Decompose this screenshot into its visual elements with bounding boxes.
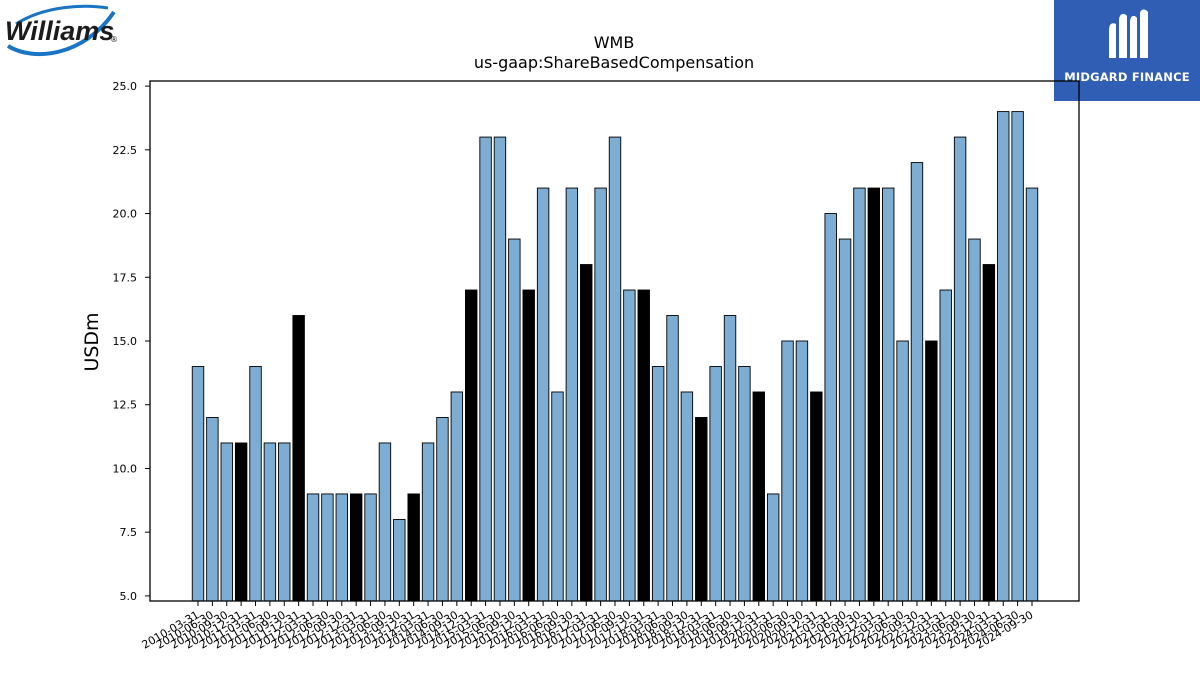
bar-2011-09-30 (278, 442, 291, 602)
bar-2016-09-30 (565, 187, 579, 602)
y-tick-label: 15.0 (113, 335, 138, 348)
bar-2024-09-30 (1025, 187, 1039, 602)
williams-swoosh-top (15, 4, 109, 26)
y-tick-label: 22.5 (113, 144, 138, 157)
bar-2015-12-31 (522, 289, 535, 602)
bar-2021-12-31 (867, 187, 881, 602)
bar-2018-12-31 (695, 417, 708, 602)
bar-2020-09-30 (795, 340, 809, 602)
bar-2010-03-31 (191, 366, 205, 602)
y-axis-label: USDm (81, 312, 103, 371)
bar-2012-03-31 (306, 493, 320, 602)
bar-2016-03-31 (536, 187, 550, 602)
bar-2024-03-31 (997, 111, 1010, 602)
bar-2020-12-31 (810, 391, 823, 602)
bar-2021-03-31 (824, 213, 837, 602)
bar-2012-09-30 (335, 493, 348, 602)
bar-2010-12-31 (234, 442, 248, 602)
williams-logo: Williams ® (4, 4, 120, 66)
bar-2012-12-31 (349, 493, 363, 602)
bar-2011-03-31 (249, 366, 262, 602)
bar-2021-09-30 (853, 187, 866, 602)
williams-wordmark: Williams (5, 16, 114, 46)
bar-2014-09-30 (450, 391, 464, 602)
bar-2019-03-31 (709, 366, 722, 602)
y-tick-label: 25.0 (113, 80, 138, 93)
midgard-finance-logo: MIDGARD FINANCE (1054, 0, 1200, 101)
midgard-finance-wordmark: MIDGARD FINANCE (1064, 70, 1190, 84)
x-axis-ticks: 2010-03-312010-06-302010-09-302010-12-31… (140, 601, 1036, 652)
bar-2021-06-30 (838, 238, 852, 602)
bar-2022-03-31 (882, 187, 895, 602)
chart-subtitle: us-gaap:ShareBasedCompensation (474, 53, 754, 72)
bar-2022-06-30 (896, 340, 909, 602)
y-tick-label: 5.0 (120, 590, 138, 603)
bar-2013-09-30 (393, 518, 406, 602)
bar-2013-03-31 (364, 493, 377, 602)
bar-2018-06-30 (666, 315, 679, 602)
y-tick-label: 12.5 (113, 399, 138, 412)
bar-2020-06-30 (781, 340, 794, 602)
bar-2019-12-31 (752, 391, 765, 602)
bar-2015-06-30 (493, 136, 507, 602)
bar-2016-12-31 (580, 264, 593, 602)
bar-2019-09-30 (738, 366, 751, 602)
midgard-mark-icon (1109, 9, 1148, 58)
y-tick-label: 10.0 (113, 462, 138, 475)
bar-2017-09-30 (623, 289, 636, 602)
bar-2016-06-30 (551, 391, 564, 602)
bar-2017-06-30 (608, 136, 622, 602)
bar-2011-12-31 (292, 315, 305, 602)
bar-2018-09-30 (680, 391, 694, 602)
bar-2022-12-31 (925, 340, 938, 602)
bar-2023-06-30 (953, 136, 967, 602)
bar-2019-06-30 (723, 315, 737, 602)
bar-2011-06-30 (263, 442, 277, 602)
y-axis-ticks: 5.0 7.5 10.0 12.5 15.0 17.5 20.0 22.5 25.0 (113, 80, 150, 603)
y-tick-label: 7.5 (120, 526, 138, 539)
bar-2023-03-31 (939, 289, 952, 602)
williams-swoosh (6, 10, 116, 57)
y-tick-label: 17.5 (113, 271, 138, 284)
bar-2014-12-31 (465, 289, 478, 602)
bar-2013-06-30 (378, 442, 392, 602)
bar-2018-03-31 (651, 366, 665, 602)
chart-title: WMB (594, 33, 635, 52)
bar-2010-06-30 (206, 417, 219, 602)
bar-2023-09-30 (968, 238, 981, 602)
bar-2015-03-31 (479, 136, 492, 602)
bar-2023-12-31 (982, 264, 996, 602)
bar-2010-09-30 (220, 442, 233, 602)
bar-2014-03-31 (421, 442, 435, 602)
bar-2014-06-30 (436, 417, 449, 602)
bar-2015-09-30 (508, 238, 521, 602)
bar-2020-03-31 (766, 493, 780, 602)
bar-2022-09-30 (910, 162, 924, 602)
y-tick-label: 20.0 (113, 208, 138, 221)
bar-2013-12-31 (407, 493, 420, 602)
bar-2017-03-31 (594, 187, 607, 602)
williams-trademark: ® (110, 35, 118, 44)
bar-2024-06-30 (1011, 111, 1024, 602)
bar-2012-06-30 (321, 493, 334, 602)
bar-2017-12-31 (637, 289, 650, 602)
bars-group (191, 111, 1039, 602)
